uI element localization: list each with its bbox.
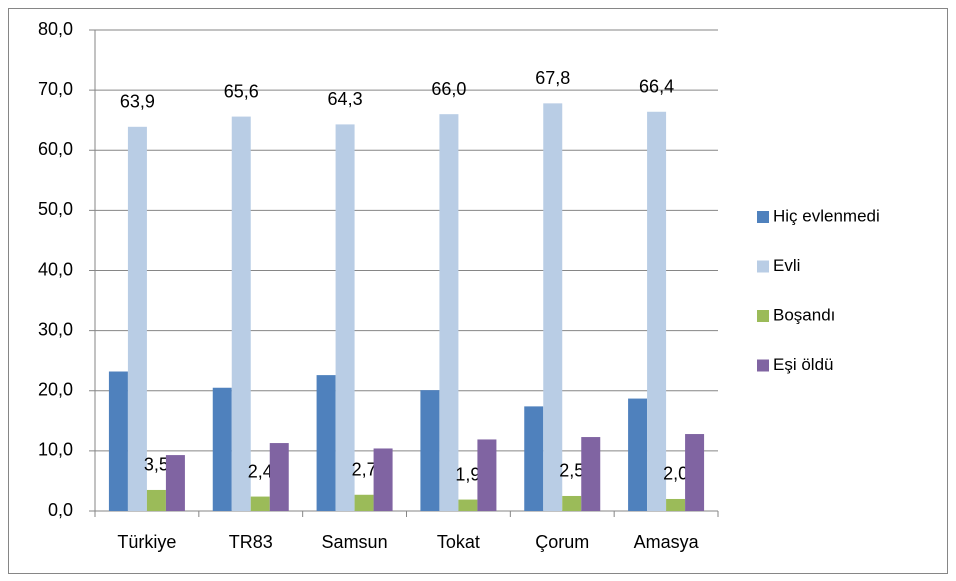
data-label: 64,3 xyxy=(328,89,363,109)
bar xyxy=(439,114,459,512)
bar xyxy=(250,496,270,511)
x-tick-label: Tokat xyxy=(437,532,480,552)
y-tick-label: 40,0 xyxy=(38,259,73,279)
legend-label: Hiç evlenmedi xyxy=(773,206,880,225)
y-tick-label: 0,0 xyxy=(48,500,73,520)
legend-label: Eşi öldü xyxy=(773,355,833,374)
bar xyxy=(458,499,478,511)
bar xyxy=(335,124,355,512)
bar xyxy=(316,375,336,511)
data-label: 67,8 xyxy=(535,68,570,88)
y-tick-label: 30,0 xyxy=(38,319,73,339)
legend-swatch xyxy=(757,260,769,273)
bar xyxy=(562,495,582,511)
data-label: 63,9 xyxy=(120,92,155,112)
legend-swatch xyxy=(757,211,769,223)
bar xyxy=(685,434,705,511)
bar xyxy=(666,498,686,511)
y-tick-label: 20,0 xyxy=(38,380,73,400)
bar xyxy=(581,437,601,511)
bar xyxy=(477,439,497,511)
data-label: 2,5 xyxy=(559,461,584,481)
x-tick-label: Türkiye xyxy=(117,532,176,552)
data-label: 2,4 xyxy=(248,461,273,481)
bar xyxy=(420,390,440,511)
y-tick-label: 50,0 xyxy=(38,199,73,219)
bar xyxy=(165,455,185,511)
bar xyxy=(543,103,563,511)
bar xyxy=(628,398,648,511)
bar xyxy=(127,126,147,512)
legend-label: Evli xyxy=(773,256,800,275)
y-tick-label: 70,0 xyxy=(38,79,73,99)
x-tick-label: TR83 xyxy=(229,532,273,552)
data-label: 65,6 xyxy=(224,81,259,101)
bar xyxy=(146,489,166,511)
bar xyxy=(647,111,667,512)
x-tick-label: Çorum xyxy=(535,532,589,552)
y-tick-label: 60,0 xyxy=(38,139,73,159)
data-label: 1,9 xyxy=(455,464,480,484)
data-label: 66,0 xyxy=(431,79,466,99)
y-tick-label: 10,0 xyxy=(38,440,73,460)
x-tick-label: Samsun xyxy=(322,532,388,552)
bar xyxy=(269,443,289,511)
bar xyxy=(231,116,251,511)
data-label: 2,7 xyxy=(352,460,377,480)
data-label: 66,4 xyxy=(639,77,674,97)
legend-swatch xyxy=(757,359,769,372)
data-label: 3,5 xyxy=(144,455,169,475)
legend-label: Boşandı xyxy=(773,305,835,324)
bar xyxy=(373,448,393,511)
data-label: 2,0 xyxy=(663,464,688,484)
legend-swatch xyxy=(757,310,769,322)
bar xyxy=(108,371,128,511)
bar xyxy=(354,494,374,511)
y-tick-label: 80,0 xyxy=(38,19,73,39)
bar xyxy=(212,387,232,511)
bar xyxy=(524,406,544,511)
x-tick-label: Amasya xyxy=(634,532,700,552)
